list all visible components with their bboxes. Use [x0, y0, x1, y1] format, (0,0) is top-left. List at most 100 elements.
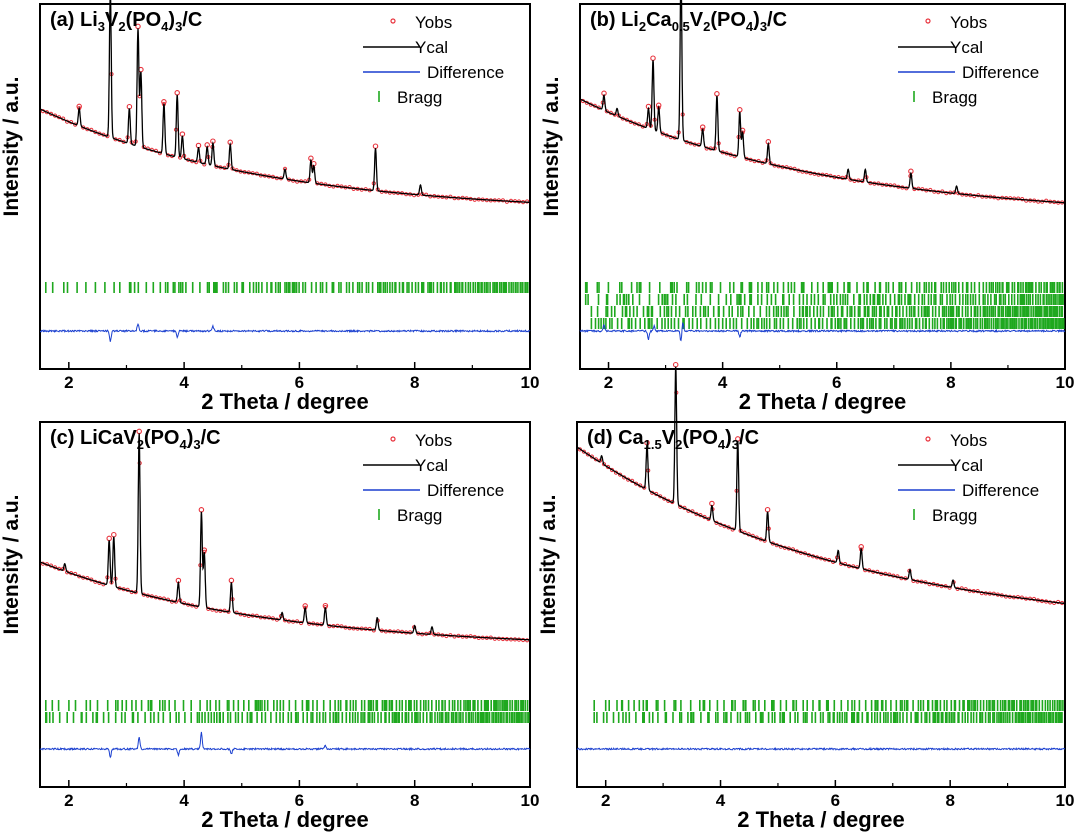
x-axis-label: 2 Theta / degree	[201, 389, 369, 414]
series-difference	[576, 746, 1066, 752]
legend-label: Yobs	[415, 13, 452, 32]
legend-yobs-marker	[925, 436, 931, 442]
legend-label: Yobs	[415, 431, 452, 450]
yobs-peak-point	[174, 90, 180, 96]
yobs-point	[202, 162, 207, 167]
legend: Yobs Ycal Difference Bragg	[898, 13, 1039, 107]
yobs-point	[601, 462, 607, 467]
yobs-peak-point	[737, 107, 743, 113]
legend-label: Difference	[427, 481, 504, 500]
x-tick-label: 8	[410, 791, 419, 810]
x-tick-label: 2	[604, 373, 613, 392]
yobs-point	[947, 585, 952, 590]
yobs-peak-point	[111, 531, 117, 538]
yobs-peak-point	[106, 535, 112, 542]
yobs-point	[604, 109, 609, 114]
yobs-peak-point	[198, 507, 205, 513]
x-axis-label: 2 Theta / degree	[737, 807, 905, 832]
legend-label: Ycal	[950, 38, 983, 57]
legend-label: Difference	[962, 481, 1039, 500]
legend-label: Bragg	[932, 506, 977, 525]
yobs-peak-point	[764, 506, 771, 513]
yobs-peak-point	[126, 103, 133, 110]
x-tick-label: 6	[831, 791, 840, 810]
series-difference	[39, 731, 531, 759]
y-axis-label: Intensity / a.u.	[0, 494, 23, 634]
y-axis-label: Intensity / a.u.	[540, 76, 563, 216]
yobs-peak-point	[714, 91, 720, 97]
yobs-peak-point	[136, 428, 142, 435]
legend-yobs-marker	[925, 18, 931, 24]
x-tick-label: 8	[410, 373, 419, 392]
legend: Yobs Ycal Difference Bragg	[363, 431, 504, 525]
y-axis-label: Intensity / a.u.	[0, 76, 23, 216]
series-bragg	[44, 700, 530, 723]
legend: Yobs Ycal Difference Bragg	[898, 431, 1039, 525]
series-yobs	[40, 428, 530, 643]
panel-title: (a) Li3V2(PO4)3/C	[50, 9, 202, 34]
yobs-peak-point	[179, 131, 186, 137]
x-tick-label: 10	[521, 373, 540, 392]
panel-title: (b) Li2Ca0.5V2(PO4)3/C	[590, 9, 787, 34]
legend-yobs-marker	[390, 436, 396, 442]
x-tick-label: 4	[179, 791, 189, 810]
series-difference	[579, 322, 1066, 342]
yobs-peak-point	[161, 99, 167, 105]
yobs-point	[952, 190, 957, 195]
yobs-point	[662, 496, 667, 501]
yobs-point	[581, 449, 587, 454]
panel-title: (d) Ca1.5V2(PO4)3/C	[587, 427, 759, 452]
yobs-peak-point	[372, 143, 379, 149]
plot-frame	[39, 421, 531, 788]
yobs-point	[634, 481, 639, 486]
yobs-peak-point	[228, 577, 235, 584]
legend-yobs-marker	[390, 18, 396, 24]
x-tick-label: 6	[295, 373, 304, 392]
series-ycal	[579, 0, 1066, 204]
x-tick-label: 4	[718, 373, 728, 392]
x-tick-label: 6	[832, 373, 841, 392]
legend-label: Ycal	[415, 38, 448, 57]
x-tick-label: 2	[64, 373, 73, 392]
series-bragg	[593, 700, 1064, 723]
yobs-peak-point	[672, 361, 679, 368]
x-tick-label: 10	[1056, 791, 1075, 810]
yobs-point	[618, 472, 623, 477]
yobs-point	[299, 620, 304, 626]
series-bragg	[44, 282, 529, 293]
x-tick-label: 4	[716, 791, 726, 810]
series-ycal	[39, 0, 531, 204]
yobs-peak-point	[699, 124, 706, 130]
plot-frame	[576, 421, 1066, 788]
x-tick-label: 10	[521, 791, 540, 810]
yobs-point	[585, 452, 591, 457]
yobs-peak-point	[650, 55, 656, 61]
panel-c: 2 4 6 8 10 2 Theta / degree Intensity / a.u. (c…	[0, 421, 540, 832]
legend: Yobs Ycal Difference Bragg	[363, 13, 504, 107]
panel-title: (c) LiCaV2(PO4)3/C	[50, 427, 221, 452]
y-axis-label: Intensity / a.u.	[537, 494, 560, 634]
series-difference	[40, 323, 531, 342]
legend-label: Bragg	[397, 506, 442, 525]
x-tick-label: 10	[1056, 373, 1075, 392]
legend-label: Yobs	[950, 13, 987, 32]
x-tick-label: 2	[64, 791, 73, 810]
series-ycal	[576, 366, 1065, 605]
series-ycal	[39, 433, 530, 641]
legend-label: Ycal	[950, 456, 983, 475]
x-tick-label: 8	[945, 791, 954, 810]
legend-label: Difference	[427, 63, 504, 82]
panel-b: 2 4 6 8 10 2 Theta / degree Intensity / a.u. (b…	[540, 0, 1074, 414]
x-axis-label: 2 Theta / degree	[739, 389, 907, 414]
panel-d: 2 4 6 8 10 2 Theta / degree Intensity / a.u. (d…	[537, 361, 1075, 832]
legend-label: Difference	[962, 63, 1039, 82]
x-tick-label: 8	[946, 373, 955, 392]
legend-label: Yobs	[950, 431, 987, 450]
x-tick-label: 4	[179, 373, 189, 392]
x-tick-label: 2	[601, 791, 610, 810]
x-tick-label: 6	[295, 791, 304, 810]
plot-frame	[579, 3, 1066, 370]
legend-label: Bragg	[397, 88, 442, 107]
panel-a: 2 4 6 8 10 2 Theta / degree Intensity / a.u. (a…	[0, 0, 539, 414]
